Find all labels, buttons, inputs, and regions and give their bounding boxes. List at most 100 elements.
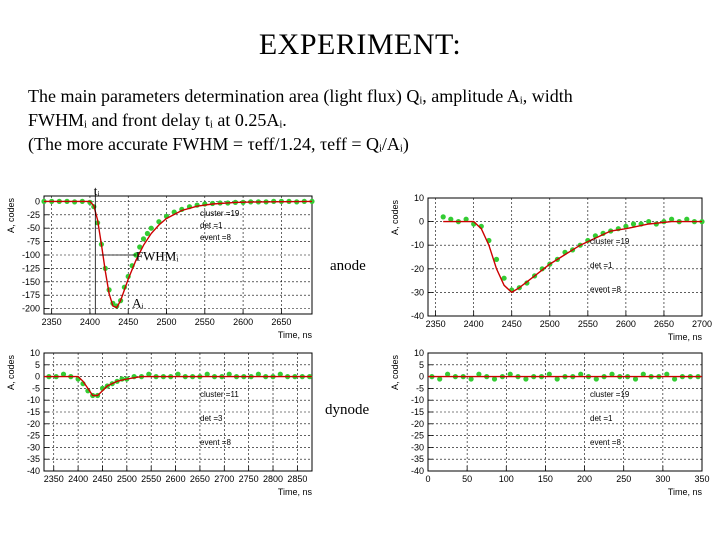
data-point	[140, 236, 147, 242]
data-point	[507, 371, 513, 377]
x-tick-label: 2350	[426, 319, 446, 329]
data-point	[546, 371, 552, 377]
stat-label: event =8	[200, 438, 231, 447]
fit-curve	[44, 200, 313, 309]
x-tick-label: 2350	[44, 474, 64, 484]
y-tick-label: -5	[416, 383, 424, 393]
x-tick-label: 2650	[271, 317, 291, 327]
stat-label: cluster =19	[200, 209, 240, 218]
anode-label: anode	[330, 258, 366, 274]
data-point	[60, 371, 67, 377]
data-point	[437, 376, 443, 382]
intro-text: The main parameters determination area (…	[28, 84, 708, 156]
data-point	[146, 371, 152, 377]
x-tick-label: 2500	[540, 319, 560, 329]
y-axis-label: A, codes	[390, 355, 400, 391]
x-tick-label: 2450	[92, 474, 112, 484]
x-tick-label: 2750	[239, 474, 259, 484]
y-tick-label: 0	[35, 196, 40, 206]
x-tick-label: 250	[616, 474, 631, 484]
y-tick-label: -20	[411, 264, 424, 274]
data-point	[609, 371, 615, 377]
y-tick-label: -20	[411, 419, 424, 429]
data-point	[476, 371, 482, 377]
y-tick-label: -100	[22, 250, 40, 260]
y-tick-label: 5	[419, 360, 424, 370]
x-tick-label: 2450	[118, 317, 138, 327]
x-tick-label: 300	[655, 474, 670, 484]
x-tick-label: 2400	[68, 474, 88, 484]
x-tick-label: 2800	[263, 474, 283, 484]
y-tick-label: -200	[22, 304, 40, 314]
x-tick-label: 2450	[502, 319, 522, 329]
dynode-label: dynode	[325, 402, 370, 418]
data-point	[672, 376, 678, 382]
y-tick-label: -125	[22, 263, 40, 273]
data-point	[468, 376, 474, 382]
x-axis-label: Time, ns	[668, 332, 703, 342]
x-tick-label: 2650	[190, 474, 210, 484]
x-tick-label: 2350	[42, 317, 62, 327]
x-tick-label: 50	[462, 474, 472, 484]
data-point	[664, 371, 670, 377]
intro-line-1: The main parameters determination area (…	[28, 86, 573, 106]
y-tick-label: -40	[27, 466, 40, 476]
x-axis-label: Time, ns	[668, 487, 703, 497]
plot-frame	[427, 197, 703, 317]
data-point	[501, 275, 507, 281]
stat-label: event =8	[590, 438, 621, 447]
y-tick-label: -40	[411, 466, 424, 476]
x-tick-label: 2550	[195, 317, 215, 327]
stat-label: cluster =19	[590, 390, 630, 399]
x-tick-label: 2700	[214, 474, 234, 484]
slide-title: EXPERIMENT:	[258, 28, 462, 61]
data-point	[491, 376, 498, 382]
y-axis-label: A, codes	[390, 200, 400, 236]
y-tick-label: -75	[27, 237, 40, 247]
y-tick-label: -35	[27, 454, 40, 464]
stat-label: det =1	[590, 414, 613, 423]
data-point	[640, 371, 646, 377]
y-tick-label: 0	[35, 372, 40, 382]
data-point	[255, 371, 261, 377]
data-point	[445, 371, 451, 377]
y-tick-label: 10	[30, 348, 40, 358]
stat-label: det =3	[200, 414, 223, 423]
x-axis-label: Time, ns	[278, 487, 313, 497]
x-tick-label: 350	[694, 474, 709, 484]
x-tick-label: 2600	[233, 317, 253, 327]
y-tick-label: -25	[27, 210, 40, 220]
data-point	[448, 216, 454, 222]
data-point	[463, 216, 469, 222]
x-tick-label: 100	[499, 474, 514, 484]
y-tick-label: -175	[22, 290, 40, 300]
y-tick-label: -20	[27, 419, 40, 429]
x-tick-label: 2400	[80, 317, 100, 327]
y-tick-label: -50	[27, 223, 40, 233]
y-tick-label: -25	[411, 431, 424, 441]
annotation: FWHMᵢ	[136, 248, 179, 263]
y-tick-label: -5	[32, 383, 40, 393]
y-axis-label: A, codes	[6, 198, 16, 234]
data-point	[623, 223, 629, 229]
data-point	[148, 225, 154, 231]
y-tick-label: -15	[411, 407, 424, 417]
x-tick-label: 2700	[692, 319, 712, 329]
data-point	[632, 376, 639, 382]
y-tick-label: -30	[411, 442, 424, 452]
stat-label: event =8	[200, 233, 231, 242]
y-tick-label: -30	[27, 442, 40, 452]
data-point	[137, 244, 143, 250]
stat-label: event =8	[590, 285, 621, 294]
x-tick-label: 2550	[141, 474, 161, 484]
y-tick-label: -40	[411, 311, 424, 321]
y-tick-label: -25	[27, 431, 40, 441]
y-tick-label: 10	[414, 348, 424, 358]
y-tick-label: -10	[411, 395, 424, 405]
data-point	[554, 376, 560, 382]
data-point	[493, 256, 500, 262]
stat-label: cluster =19	[590, 237, 630, 246]
annotation: tᵢ	[94, 183, 101, 198]
